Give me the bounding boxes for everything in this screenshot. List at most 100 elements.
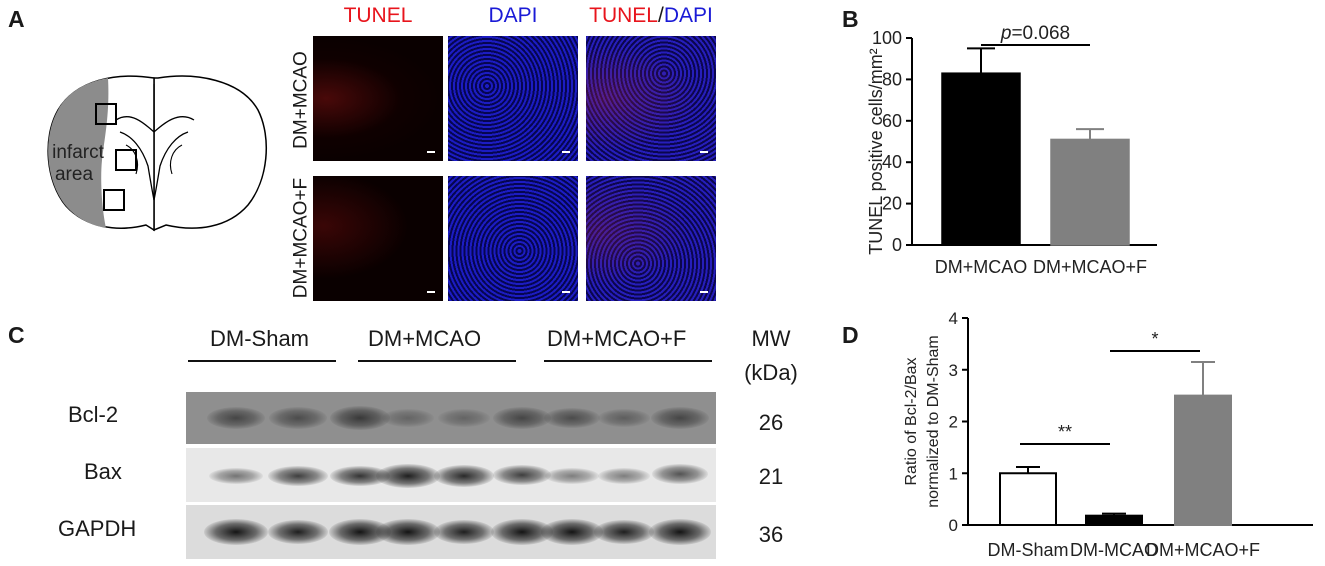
tunel-signal [313,176,443,301]
wb-mw-bcl2: 26 [758,410,784,435]
merge-texture [586,176,716,301]
blot-band [268,520,328,544]
merge-sep: / [658,4,664,27]
merge-red [586,176,716,301]
wb-group-underline [544,360,712,362]
bar-dm-mcao-f [1174,394,1232,526]
blot-band [493,465,551,485]
row-label-dm-mcao-f: DM+MCAO+F [290,177,312,299]
merge-dapi: DAPI [663,4,713,27]
micrograph-merge-dm-mcao [586,36,716,161]
significance-label: ** [1058,422,1072,442]
blot-band [330,406,390,430]
y-tick-label: 3 [949,361,958,380]
blot-band [207,407,265,429]
wb-group-dm-mcao-f: DM+MCAO+F [547,326,687,351]
blot-band [209,468,263,484]
wb-group-dm-mcao: DM+MCAO [368,326,482,351]
merge-texture [586,36,716,161]
bar-dm-mcao-f [1050,138,1130,246]
blot-band [649,519,711,545]
blot-band [652,464,708,484]
y-tick-label: 60 [882,111,902,131]
scale-bar [562,291,570,293]
wb-group-underline [188,360,336,362]
col-header-tunel: TUNEL [343,4,413,27]
y-tick-label: 2 [949,413,958,432]
scale-bar [427,291,435,293]
wb-mw-gapdh: 36 [758,522,784,547]
wb-mw-bax: 21 [758,464,784,489]
blot-band [438,409,490,427]
blot-band [541,519,603,545]
scale-bar [700,291,708,293]
micrograph-dapi-dm-mcao [448,36,578,161]
x-tick-label: DM+MCAO+F [1146,540,1260,560]
x-tick-label: DM+MCAO+F [1033,257,1147,277]
blot-band [493,407,551,429]
wb-mw-header: MW (kDa) [736,322,806,390]
significance-label: * [1151,329,1158,349]
micrograph-tunel-dm-mcao-f [313,176,443,301]
x-tick-label: DM+MCAO [935,257,1028,277]
y-tick-label: 100 [872,28,902,48]
mw-line2: (kDa) [744,360,798,385]
blot-band [382,409,434,427]
scale-bar [427,151,435,153]
wb-group-dm-sham: DM-Sham [210,326,310,351]
bar-dm-mcao [941,72,1021,246]
col-header-merge: TUNEL/DAPI [586,4,716,28]
x-tick-label: DM-MCAO [1070,540,1158,560]
wb-label-gapdh: GAPDH [58,516,137,541]
y-axis-label: TUNEL positive cells/mm² [866,48,886,254]
blot-band [598,468,650,484]
y-axis-label-line1: Ratio of Bcl-2/Bax [903,357,920,485]
roi-box-3 [103,189,125,211]
infarct-label-line1: infarct [52,142,104,163]
brain-right-hemisphere [153,75,267,232]
mw-line1: MW [751,326,791,351]
blot-band [376,464,440,488]
dapi-texture [448,36,578,161]
y-tick-label: 1 [949,464,958,483]
merge-red [586,36,716,161]
panel-letter-c: C [8,322,25,348]
y-tick-label: 0 [949,516,958,535]
micrograph-merge-dm-mcao-f [586,176,716,301]
chart-bcl2-bax-ratio: 0 1 2 3 4 Ratio of Bcl-2/Bax normalized to DM-… [903,309,1313,560]
blot-gapdh [186,505,716,559]
blot-band [545,468,599,484]
blot-band [598,409,650,427]
tunel-signal [313,36,443,161]
wb-label-bax: Bax [84,459,122,484]
bar-dm-sham [999,472,1057,526]
y-tick-label: 0 [892,235,902,255]
infarct-label-line2: area [55,164,93,185]
blot-band [376,519,440,545]
x-tick-label: DM-Sham [987,540,1068,560]
p-value-label: p=0.068 [1000,23,1070,44]
merge-tunel: TUNEL [589,4,658,27]
blot-bax [186,448,716,502]
blot-band [269,407,327,429]
blot-band [651,407,709,429]
panel-letter-a: A [8,6,25,32]
panel-letter-d: D [842,322,859,348]
brain-schematic: infarct area [47,75,267,232]
wb-label-bcl2: Bcl-2 [68,402,119,427]
y-tick-label: 40 [882,152,902,172]
roi-box-2 [115,149,137,171]
roi-box-1 [95,103,117,125]
blot-band [434,520,494,544]
blot-bcl2 [186,392,716,444]
wb-group-underline [358,360,516,362]
dapi-texture [448,176,578,301]
y-tick-label: 4 [949,309,958,328]
micrograph-dapi-dm-mcao-f [448,176,578,301]
blot-band [268,466,328,486]
micrograph-tunel-dm-mcao [313,36,443,161]
y-axis-label-line2: normalized to DM-Sham [925,335,942,508]
scale-bar [562,151,570,153]
blot-band [330,466,390,486]
